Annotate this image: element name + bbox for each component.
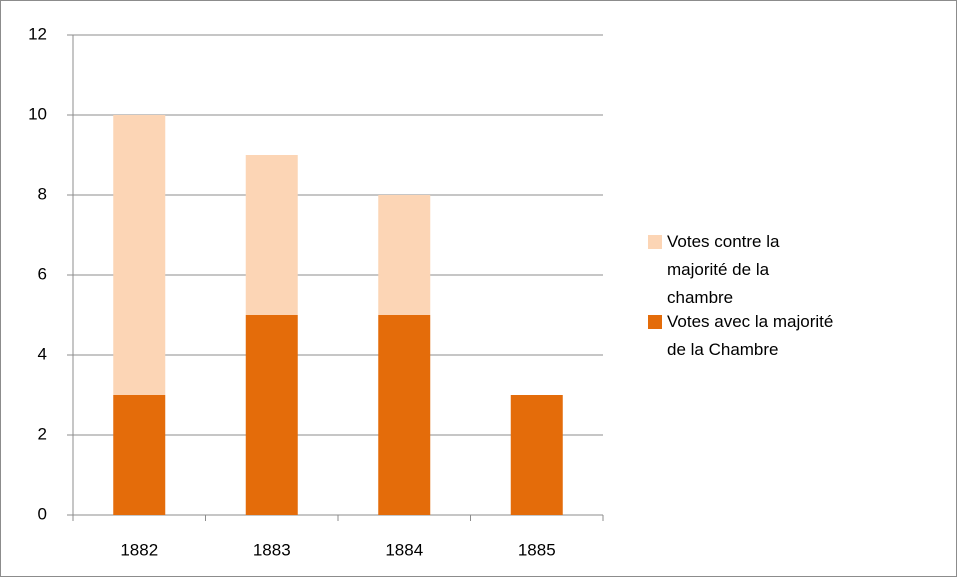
y-tick-label: 12 <box>28 24 47 43</box>
legend-item: Votes avec la majorité de la Chambre <box>648 308 838 364</box>
legend-swatch <box>648 235 662 249</box>
x-tick-label: 1883 <box>253 540 291 559</box>
y-tick-label: 10 <box>28 104 47 123</box>
bar-segment <box>245 315 298 515</box>
x-tick-label: 1884 <box>385 540 423 559</box>
y-tick-label: 2 <box>38 424 47 443</box>
bar-segment <box>245 155 298 315</box>
y-tick-label: 8 <box>38 184 47 203</box>
x-tick-label: 1882 <box>120 540 158 559</box>
y-tick-label: 6 <box>38 264 47 283</box>
bar-segment <box>113 115 166 395</box>
y-tick-label: 4 <box>38 344 47 363</box>
bar-segment <box>113 395 166 515</box>
legend-swatch <box>648 315 662 329</box>
legend-label: Votes avec la majorité de la Chambre <box>667 312 834 359</box>
bar-segment <box>378 315 431 515</box>
y-tick-label: 0 <box>38 504 47 523</box>
legend-item: Votes contre la majorité de la chambre <box>648 228 838 312</box>
bar-segment <box>510 395 563 515</box>
x-tick-label: 1885 <box>518 540 556 559</box>
legend-label: Votes contre la majorité de la chambre <box>667 232 780 307</box>
bar-segment <box>378 195 431 315</box>
